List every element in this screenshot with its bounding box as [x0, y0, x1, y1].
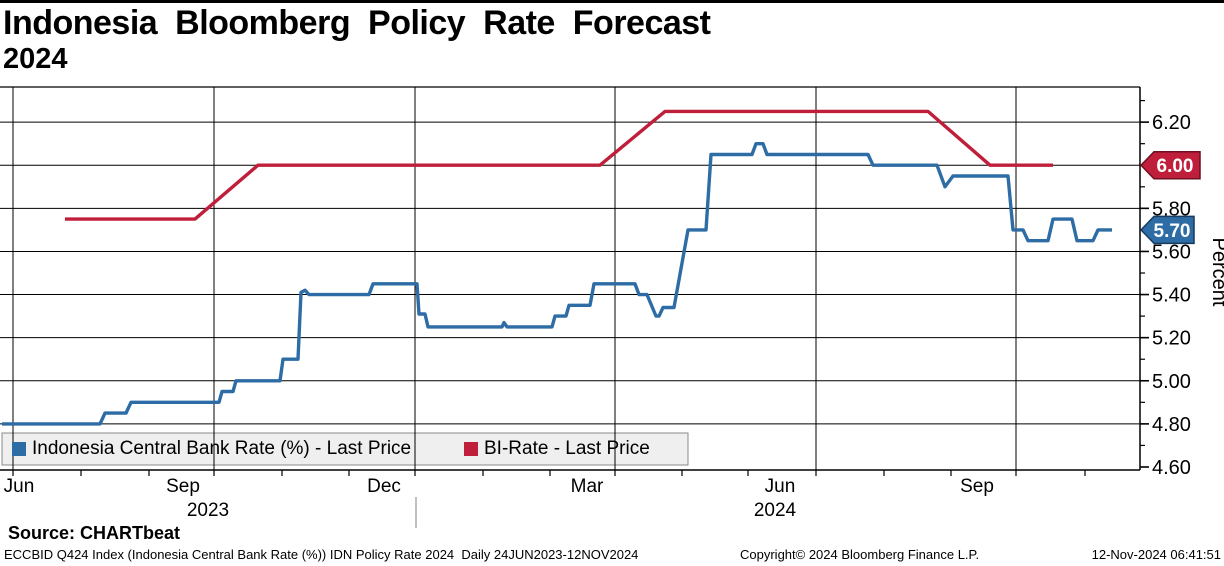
source-label: Source: CHARTbeat	[8, 523, 181, 543]
window-top-border	[0, 0, 1224, 3]
legend-background	[1, 432, 689, 466]
x-month-label: Dec	[367, 476, 401, 497]
x-month-label: Sep	[960, 476, 994, 497]
last-price-badge	[1139, 150, 1201, 180]
y-tick-label: 5.20	[1152, 328, 1191, 350]
y-tick-label: 4.80	[1152, 414, 1191, 436]
last-price-badge-label: 5.70	[1154, 221, 1191, 242]
legend-swatch-icon	[12, 442, 26, 456]
legend-swatch-icon	[464, 442, 478, 456]
y-tick-label: 4.60	[1152, 457, 1191, 479]
y-tick-label: 5.00	[1152, 371, 1191, 393]
page-subtitle: 2024	[3, 43, 68, 75]
series-line-indonesia-central-bank-rate-last-price	[2, 141, 1112, 426]
y-tick-label: 6.20	[1152, 112, 1191, 134]
last-price-badge-label: 6.00	[1157, 156, 1194, 177]
page-title: Indonesia Bloomberg Policy Rate Forecast	[3, 4, 711, 42]
x-month-label: Sep	[166, 476, 200, 497]
y-tick-label: 5.80	[1152, 198, 1191, 220]
y-tick-label: 5.40	[1152, 285, 1191, 307]
x-month-label: Mar	[571, 476, 604, 497]
legend-item-indonesia-central-bank-rate-last-price: Indonesia Central Bank Rate (%) - Last P…	[12, 433, 411, 465]
x-year-label: 2024	[754, 500, 797, 521]
timestamp: 12-Nov-2024 06:41:51	[1091, 547, 1221, 562]
chart-legend: Indonesia Central Bank Rate (%) - Last P…	[2, 433, 688, 465]
x-month-label: Jun	[765, 476, 796, 497]
y-axis-title: Percent	[1208, 238, 1224, 307]
index-description: ECCBID Q424 Index (Indonesia Central Ban…	[4, 547, 639, 562]
legend-item-label: Indonesia Central Bank Rate (%) - Last P…	[32, 438, 412, 459]
series-line-bi-rate-last-price	[65, 109, 1053, 221]
legend-item-label: BI-Rate - Last Price	[484, 438, 650, 459]
last-price-badge	[1139, 215, 1195, 245]
y-tick-label: 5.60	[1152, 241, 1191, 263]
copyright-notice: Copyright© 2024 Bloomberg Finance L.P.	[740, 547, 980, 562]
x-year-label: 2023	[187, 500, 229, 521]
x-month-label: Jun	[4, 476, 35, 497]
legend-item-bi-rate-last-price: BI-Rate - Last Price	[464, 433, 650, 465]
